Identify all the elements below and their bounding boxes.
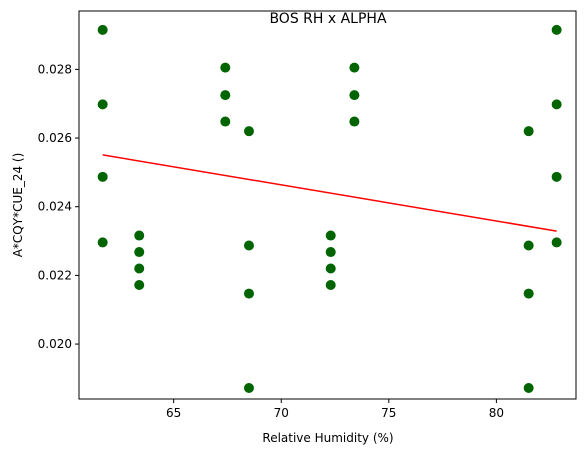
data-point [243, 126, 254, 137]
x-axis-label: Relative Humidity (%) [262, 431, 393, 445]
data-point [97, 171, 108, 182]
data-point [551, 99, 562, 110]
data-point [134, 280, 145, 290]
data-point [551, 171, 562, 182]
data-point [220, 116, 231, 127]
data-point [97, 24, 108, 35]
plot-area-frame [78, 10, 577, 400]
data-point [349, 116, 360, 127]
data-point [325, 280, 336, 290]
data-point [134, 230, 145, 241]
y-tick-label: 0.026 [38, 131, 72, 145]
y-tick-label: 0.028 [38, 62, 72, 76]
x-tick-label: 80 [489, 406, 504, 420]
points-layer [97, 24, 562, 394]
data-point [523, 240, 534, 251]
data-point [551, 24, 562, 35]
y-tick-label: 0.020 [38, 337, 72, 351]
y-tick-label: 0.022 [38, 268, 72, 282]
data-point [523, 126, 534, 137]
x-tick-label: 75 [381, 406, 396, 420]
x-axis-ticks: 65 70 75 80 [166, 399, 504, 420]
data-point [349, 90, 360, 101]
data-point [220, 90, 231, 101]
x-tick-label: 70 [274, 406, 289, 420]
y-axis-ticks: 0.020 0.022 0.024 0.026 0.028 [38, 62, 79, 351]
data-point [243, 240, 254, 251]
trend-line [102, 154, 557, 232]
data-point [523, 383, 534, 394]
data-point [325, 263, 336, 274]
data-point [220, 62, 231, 73]
data-point [243, 288, 254, 299]
data-point [243, 383, 254, 394]
chart-title: BOS RH x ALPHA [269, 11, 387, 27]
data-point [97, 99, 108, 110]
x-tick-label: 65 [166, 406, 181, 420]
data-point [97, 237, 108, 248]
data-point [325, 247, 336, 258]
y-axis-label: A*CQY*CUE_24 () [11, 153, 25, 258]
data-point [551, 237, 562, 248]
data-point [349, 62, 360, 73]
data-point [523, 288, 534, 299]
data-point [134, 247, 145, 258]
data-point [325, 230, 336, 241]
trend-line-layer [102, 154, 557, 232]
data-point [134, 263, 145, 274]
y-tick-label: 0.024 [38, 200, 72, 214]
